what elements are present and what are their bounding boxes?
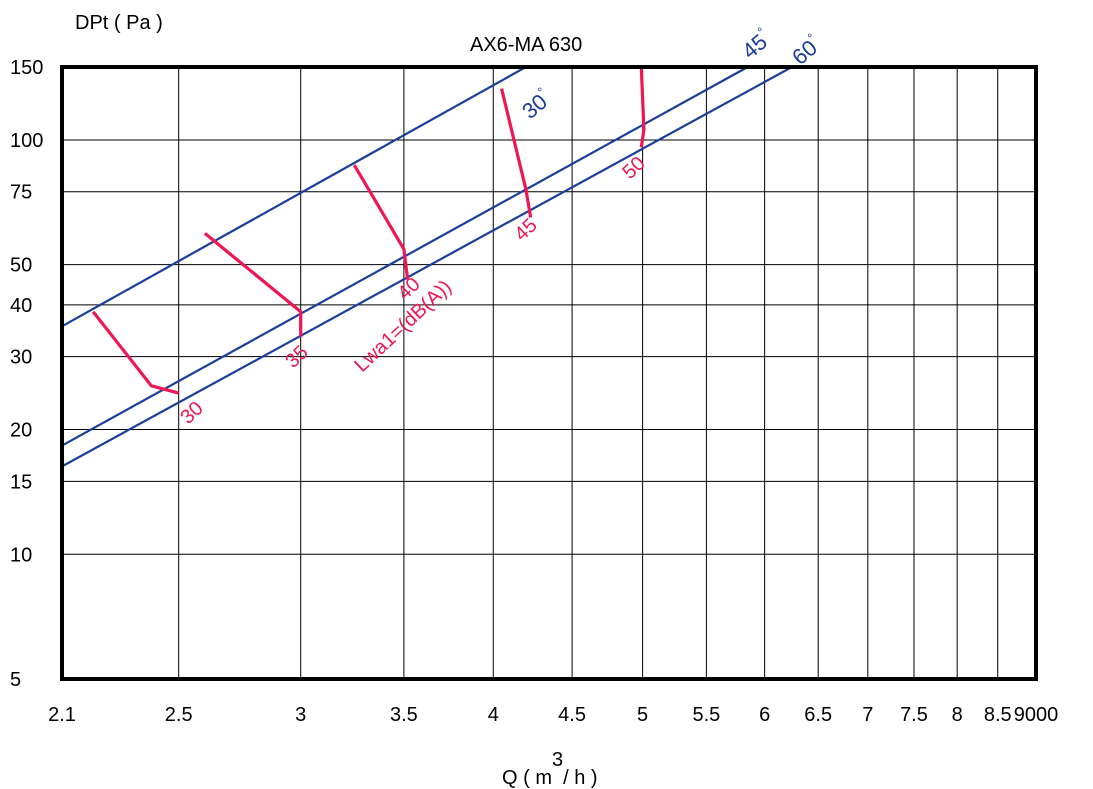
angle-label-30: 30° xyxy=(516,84,556,124)
y-tick-label: 50 xyxy=(10,255,32,277)
tick-labels: 5 10 15 20 30 40 50 75 100 150 2.1 2.5 3 3.5 4 4.5 5 5.5 6… xyxy=(10,57,1058,726)
angle-label-60: 60° xyxy=(786,30,826,70)
y-tick-label: 150 xyxy=(10,57,43,79)
grid xyxy=(61,66,1037,680)
y-tick-label: 10 xyxy=(10,544,32,566)
x-tick-label: 4.5 xyxy=(558,704,586,726)
x-axis-title-main: Q ( m xyxy=(502,767,552,789)
y-axis-title: DPt ( Pa ) xyxy=(75,12,163,34)
noise-label-50: 50 xyxy=(618,152,649,183)
x-axis-title-sup: 3 xyxy=(552,749,563,771)
x-tick-label: 8.5 xyxy=(984,704,1012,726)
x-tick-label: 4 xyxy=(488,704,499,726)
y-tick-label: 100 xyxy=(10,130,43,152)
noise-line-40 xyxy=(352,164,410,280)
y-tick-label: 15 xyxy=(10,471,32,493)
blade-angle-line-60 xyxy=(61,66,793,468)
x-tick-label: 6 xyxy=(759,704,770,726)
x-tick-label: 8 xyxy=(952,704,963,726)
x-tick-label: 7.5 xyxy=(900,704,928,726)
noise-label-35: 35 xyxy=(281,341,312,372)
chart-title: AX6-MA 630 xyxy=(470,34,582,56)
blade-angle-line-30 xyxy=(61,66,527,328)
x-axis-title-tail: / h ) xyxy=(563,767,597,789)
y-tick-label: 20 xyxy=(10,420,32,442)
y-tick-label: 30 xyxy=(10,347,32,369)
noise-line-45 xyxy=(500,88,533,218)
x-tick-label: 9000 xyxy=(1014,704,1059,726)
angle-label-45: 45° xyxy=(736,24,776,64)
plot-frame xyxy=(60,65,1038,681)
noise-line-30 xyxy=(91,310,180,395)
x-tick-label: 3 xyxy=(295,704,306,726)
noise-line-50 xyxy=(639,66,646,148)
x-axis-title: Q ( m3/ h ) xyxy=(502,749,598,789)
x-tick-label: 2.1 xyxy=(48,704,76,726)
x-tick-label: 6.5 xyxy=(804,704,832,726)
noise-line-35 xyxy=(203,232,303,337)
x-tick-label: 7 xyxy=(862,704,873,726)
y-tick-label: 5 xyxy=(10,669,21,691)
x-tick-label: 5.5 xyxy=(692,704,720,726)
x-tick-label: 2.5 xyxy=(165,704,193,726)
x-tick-label: 5 xyxy=(637,704,648,726)
y-tick-label: 40 xyxy=(10,295,32,317)
x-tick-label: 3.5 xyxy=(390,704,418,726)
y-tick-label: 75 xyxy=(10,182,32,204)
